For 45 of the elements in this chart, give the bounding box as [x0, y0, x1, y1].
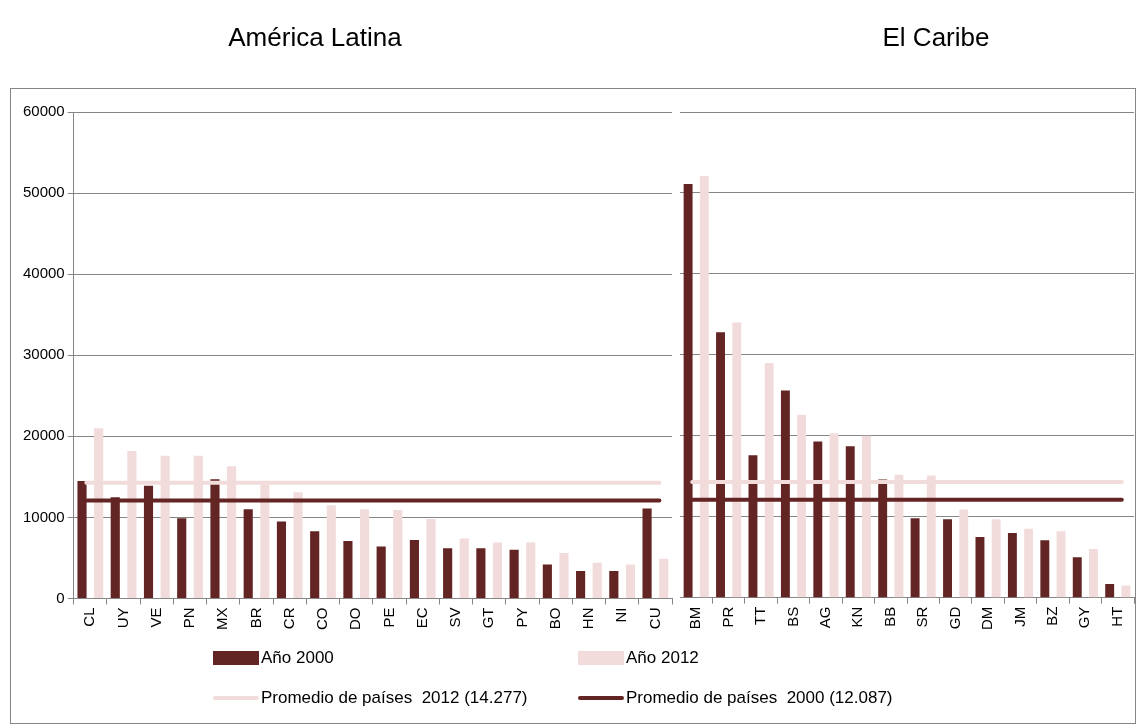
x-tick-label: BR — [246, 607, 264, 629]
x-tick-label: GY — [1075, 606, 1093, 629]
x-tick-label: VE — [146, 607, 164, 628]
x-tick-label: BZ — [1043, 606, 1061, 626]
x-tick-label: PE — [379, 607, 397, 628]
x-tick-label: KN — [848, 606, 866, 628]
x-tick-label: BB — [880, 606, 898, 627]
y-tick-label: 10000 — [22, 507, 65, 525]
legend-label: Año 2000 — [261, 648, 334, 668]
legend-label: Promedio de países 2012 (14.277) — [261, 688, 528, 708]
x-tick-label: PN — [180, 607, 198, 629]
x-tick-label: AG — [816, 606, 834, 629]
x-tick-label: GT — [479, 607, 497, 629]
y-tick-label: 0 — [56, 588, 65, 606]
legend-label: Año 2012 — [626, 648, 699, 668]
x-tick-label: CO — [313, 607, 331, 630]
x-tick-label: MX — [213, 607, 231, 630]
y-tick-label: 40000 — [22, 264, 65, 282]
y-tick-label: 60000 — [22, 102, 65, 120]
x-tick-label: CR — [279, 607, 297, 630]
chart-title: El Caribe — [881, 22, 991, 53]
x-tick-label: SR — [913, 606, 931, 628]
x-tick-label: SV — [446, 607, 464, 628]
y-tick-label: 50000 — [22, 183, 65, 201]
chart-title: América Latina — [227, 22, 403, 53]
y-tick-label: 30000 — [22, 345, 65, 363]
x-tick-label: NI — [612, 607, 630, 623]
y-tick-label: 20000 — [22, 426, 65, 444]
x-tick-label: DM — [978, 606, 996, 630]
x-tick-label: EC — [412, 607, 430, 629]
x-tick-label: HT — [1107, 606, 1125, 627]
x-tick-label: BO — [545, 607, 563, 630]
x-tick-label: TT — [751, 606, 769, 625]
x-tick-label: HN — [579, 607, 597, 630]
x-tick-label: BS — [783, 606, 801, 627]
x-tick-label: DO — [346, 607, 364, 630]
x-tick-label: CU — [645, 607, 663, 630]
x-tick-label: GD — [945, 606, 963, 630]
x-tick-label: PY — [512, 607, 530, 628]
x-tick-label: JM — [1010, 606, 1028, 627]
x-tick-label: UY — [113, 607, 131, 629]
legend-label: Promedio de países 2000 (12.087) — [626, 688, 893, 708]
x-tick-label: CL — [80, 607, 98, 627]
x-tick-label: BM — [686, 606, 704, 630]
x-tick-label: PR — [718, 606, 736, 628]
